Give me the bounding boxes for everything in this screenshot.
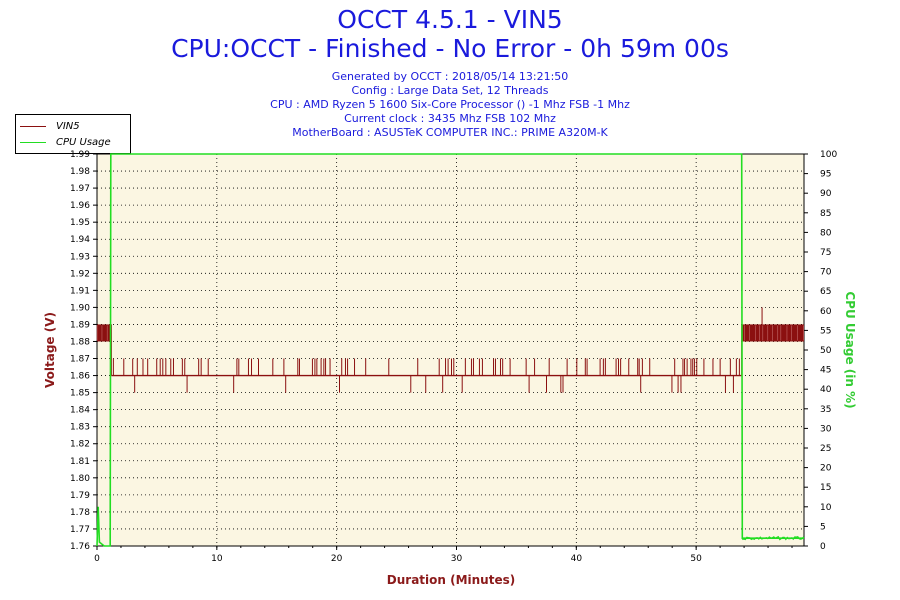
x-tick-label: 0 [94, 554, 100, 564]
y-tick-label: 1.76 [70, 542, 90, 552]
y2-tick-label: 50 [820, 346, 832, 356]
y-tick-label: 1.95 [70, 218, 90, 228]
y-tick-label: 1.87 [70, 355, 90, 365]
plot-area [97, 154, 804, 546]
y2-tick-label: 45 [820, 366, 831, 376]
y-tick-label: 1.81 [70, 457, 90, 467]
series-vin5 [96, 307, 804, 393]
y2-axis-label: CPU Usage (in %) [843, 291, 857, 408]
info-cpu: CPU : AMD Ryzen 5 1600 Six-Core Processo… [270, 98, 630, 111]
legend-item-vin5: VIN5 [20, 119, 80, 133]
y2-tick-label: 55 [820, 326, 831, 336]
series-cpu-usage-tail [742, 535, 805, 541]
y2-tick-label: 10 [820, 503, 832, 513]
y2-tick-label: 65 [820, 287, 831, 297]
x-tick-label: 20 [331, 554, 343, 564]
y2-tick-label: 60 [820, 307, 832, 317]
y-axis-label: Voltage (V) [43, 312, 57, 388]
y2-tick-label: 85 [820, 209, 831, 219]
y-tick-label: 1.89 [70, 320, 90, 330]
y-tick-label: 1.78 [70, 508, 90, 518]
x-tick-label: 50 [690, 554, 702, 564]
info-clock: Current clock : 3435 Mhz FSB 102 Mhz [344, 112, 556, 125]
y2-tick-label: 90 [820, 189, 832, 199]
y-tick-label: 1.80 [70, 474, 90, 484]
y2-tick-label: 5 [820, 522, 826, 532]
y-tick-label: 1.83 [70, 423, 90, 433]
y2-tick-label: 30 [820, 424, 832, 434]
series-cpu-usage [96, 153, 804, 547]
y2-tick-label: 0 [820, 542, 826, 552]
y-tick-label: 1.84 [70, 406, 90, 416]
legend-item-cpu-usage: CPU Usage [20, 135, 111, 149]
y-tick-label: 1.86 [70, 372, 90, 382]
y-tick-label: 1.91 [70, 286, 90, 296]
y-tick-label: 1.88 [70, 337, 90, 347]
y-tick-label: 1.94 [70, 235, 90, 245]
info-config: Config : Large Data Set, 12 Threads [351, 84, 549, 97]
y2-tick-label: 15 [820, 483, 831, 493]
legend-label-vin5: VIN5 [56, 120, 80, 132]
x-axis-label: Duration (Minutes) [387, 573, 515, 587]
x-tick-label: 30 [451, 554, 463, 564]
legend-swatch-cpu-usage [20, 141, 46, 143]
y-tick-label: 1.85 [70, 389, 90, 399]
y-tick-label: 1.97 [70, 184, 90, 194]
info-generated: Generated by OCCT : 2018/05/14 13:21:50 [331, 70, 569, 83]
legend: VIN5 CPU Usage [15, 114, 131, 154]
y-tick-label: 1.98 [70, 167, 90, 177]
y2-tick-label: 20 [820, 464, 832, 474]
y2-tick-label: 70 [820, 268, 832, 278]
x-tick-label: 40 [571, 554, 583, 564]
y-tick-label: 1.96 [70, 201, 90, 211]
chart-subtitle: CPU:OCCT - Finished - No Error - 0h 59m … [171, 34, 729, 63]
y2-tick-label: 40 [820, 385, 832, 395]
y2-tick-label: 25 [820, 444, 831, 454]
legend-label-cpu-usage: CPU Usage [56, 136, 111, 148]
chart-title: OCCT 4.5.1 - VIN5 [337, 5, 563, 34]
y2-tick-label: 75 [820, 248, 831, 258]
info-motherboard: MotherBoard : ASUSTeK COMPUTER INC.: PRI… [292, 126, 608, 139]
y-tick-label: 1.93 [70, 252, 90, 262]
y2-tick-label: 100 [820, 150, 837, 160]
y2-tick-label: 95 [820, 170, 831, 180]
y-tick-label: 1.79 [70, 491, 90, 501]
y-tick-label: 1.82 [70, 440, 90, 450]
y-tick-label: 1.77 [70, 525, 90, 535]
vin5-band [97, 324, 112, 342]
y-tick-label: 1.92 [70, 269, 90, 279]
y-tick-label: 1.99 [70, 150, 90, 160]
y2-tick-label: 35 [820, 405, 831, 415]
y2-tick-label: 80 [820, 228, 832, 238]
x-tick-label: 10 [211, 554, 223, 564]
y-tick-label: 1.90 [70, 303, 90, 313]
legend-swatch-vin5 [20, 125, 46, 127]
